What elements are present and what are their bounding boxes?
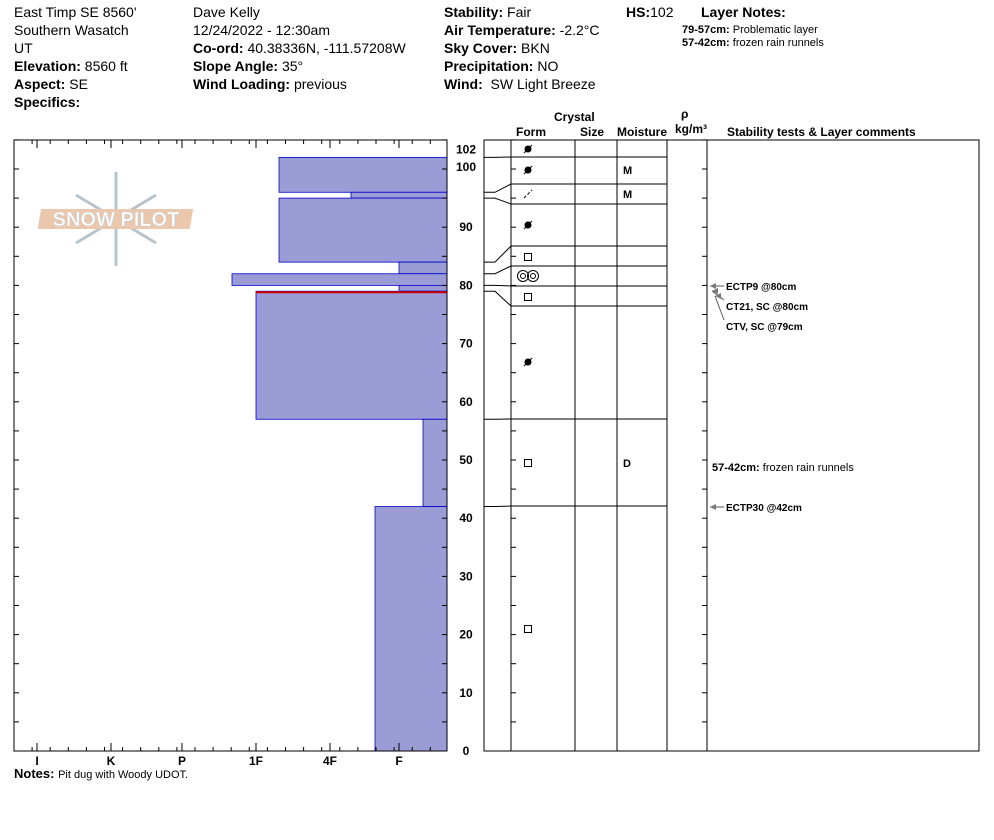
arrow-icon (710, 504, 716, 510)
col-size: Size (580, 125, 605, 139)
hardness-bar (350, 191, 448, 199)
precipitation-particle-icon (523, 357, 533, 367)
wind: Wind: SW Light Breeze (444, 76, 596, 92)
y-tick-label: 50 (459, 453, 473, 467)
notes: Notes: Pit dug with Woody UDOT. (14, 766, 189, 781)
faceted-crystal-icon (524, 459, 532, 467)
x-tick-label: 1F (249, 754, 263, 768)
arrow-icon (715, 293, 721, 299)
y-tick-label: 80 (459, 278, 473, 292)
layer-notes-title: Layer Notes: (701, 4, 786, 20)
precipitation-particle-icon (523, 220, 533, 230)
x-tick-label: F (395, 754, 402, 768)
layer-connector (484, 284, 512, 287)
snowpilot-logo: SNOW PILOT (37, 172, 194, 266)
layer-note: 57-42cm: frozen rain runnels (682, 37, 824, 49)
arrow-icon (710, 283, 716, 289)
melt-freeze-icon (530, 273, 536, 279)
hs: HS:102 (626, 4, 674, 20)
decomposing-fragment-icon (523, 189, 533, 199)
moisture-value: D (623, 458, 631, 470)
wind-loading: Wind Loading: previous (193, 76, 347, 92)
elevation: Elevation: 8560 ft (14, 58, 128, 74)
col-density: kg/m³ (675, 122, 708, 136)
precipitation-particle-icon (523, 165, 533, 175)
y-tick-label: 102 (456, 142, 476, 156)
y-tick-label: 30 (459, 569, 473, 583)
layer-connector (484, 265, 512, 275)
stability-test: ECTP30 @42cm (726, 503, 802, 514)
state: UT (14, 40, 33, 56)
datetime: 12/24/2022 - 12:30am (193, 22, 330, 38)
layer-connector (484, 290, 512, 307)
y-tick-label: 60 (459, 395, 473, 409)
test-leader (714, 295, 725, 321)
x-tick-label: 4F (323, 754, 337, 768)
y-tick-label: 20 (459, 628, 473, 642)
y-tick-label: 40 (459, 511, 473, 525)
precipitation-particle-icon (523, 144, 533, 154)
air-temp: Air Temperature: -2.2°C (444, 22, 600, 38)
location: East Timp SE 8560' (14, 4, 137, 20)
logo-text: SNOW PILOT (53, 209, 180, 231)
stability-test: CTV, SC @79cm (726, 322, 803, 333)
hardness-bar (278, 156, 448, 193)
stability-test: CT21, SC @80cm (726, 302, 808, 313)
hardness-bar (398, 284, 448, 292)
y-tick-label: 100 (456, 160, 476, 174)
hardness-bar (398, 261, 448, 275)
faceted-crystal-icon (524, 293, 532, 301)
x-tick-label: P (178, 754, 186, 768)
hardness-bar (278, 197, 448, 263)
col-moisture: Moisture (617, 125, 668, 139)
layer-comment: 57-42cm: frozen rain runnels (712, 462, 854, 474)
melt-freeze-icon (517, 270, 529, 282)
layer-note: 79-57cm: Problematic layer (682, 24, 818, 36)
hardness-bar (374, 506, 448, 752)
layer-connector (484, 183, 512, 193)
x-tick-label: I (35, 754, 38, 768)
x-tick-label: K (107, 754, 116, 768)
range: Southern Wasatch (14, 22, 129, 38)
specifics: Specifics: (14, 94, 81, 110)
col-comments: Stability tests & Layer comments (727, 125, 916, 139)
y-tick-label: 0 (463, 744, 470, 758)
precipitation: Precipitation: NO (444, 58, 559, 74)
layer-connector (484, 505, 512, 508)
slope: Slope Angle: 35° (193, 58, 304, 74)
melt-freeze-icon (520, 273, 526, 279)
hardness-bar (255, 290, 448, 420)
aspect: Aspect: SE (14, 76, 88, 92)
faceted-crystal-icon (524, 625, 532, 633)
y-tick-label: 70 (459, 337, 473, 351)
stability: Stability: Fair (444, 4, 532, 20)
y-tick-label: 10 (459, 686, 473, 700)
stability-test: ECTP9 @80cm (726, 282, 796, 293)
layer-connector (484, 197, 512, 205)
hardness-bar (231, 273, 448, 286)
y-tick-label: 90 (459, 220, 473, 234)
faceted-crystal-icon (524, 253, 532, 261)
arrow-icon (712, 288, 718, 294)
col-crystal: Crystal (554, 110, 595, 124)
moisture-value: M (623, 165, 632, 177)
hardness-bar (422, 418, 448, 507)
melt-freeze-icon (527, 270, 539, 282)
col-rho: ρ (681, 107, 689, 121)
observer: Dave Kelly (193, 4, 260, 20)
moisture-value: M (623, 189, 632, 201)
col-form: Form (516, 125, 546, 139)
sky-cover: Sky Cover: BKN (444, 40, 550, 56)
layer-connector (484, 245, 512, 263)
coord: Co-ord: 40.38336N, -111.57208W (193, 40, 406, 56)
